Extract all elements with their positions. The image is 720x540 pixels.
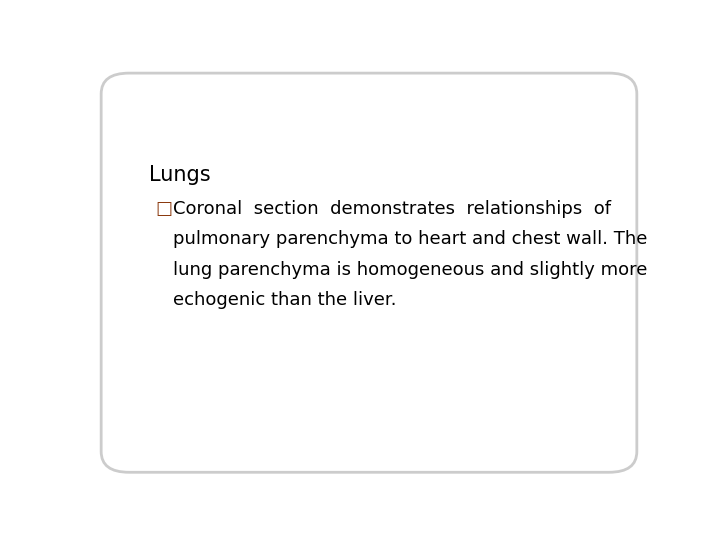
Text: echogenic than the liver.: echogenic than the liver.	[173, 291, 396, 309]
FancyBboxPatch shape	[101, 73, 637, 472]
Text: □: □	[156, 200, 173, 218]
Text: pulmonary parenchyma to heart and chest wall. The: pulmonary parenchyma to heart and chest …	[173, 230, 647, 248]
Text: Lungs: Lungs	[148, 165, 210, 185]
Text: Coronal  section  demonstrates  relationships  of: Coronal section demonstrates relationshi…	[173, 200, 611, 218]
Text: lung parenchyma is homogeneous and slightly more: lung parenchyma is homogeneous and sligh…	[173, 261, 647, 279]
